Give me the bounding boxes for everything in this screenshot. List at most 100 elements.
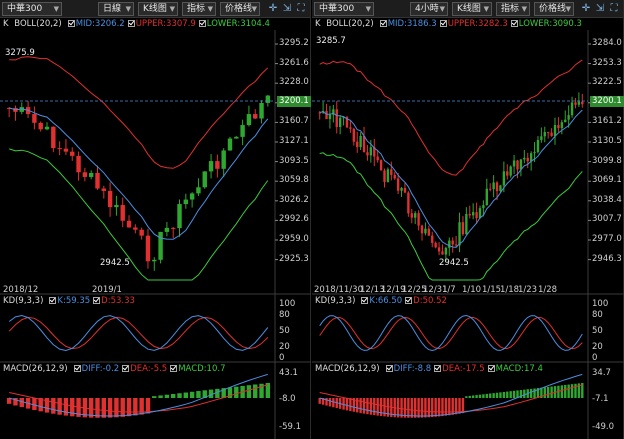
candle-body <box>221 150 226 169</box>
period-select[interactable]: 日線 ▼ <box>98 2 134 16</box>
candle-body <box>76 155 81 173</box>
macd-bar <box>461 398 465 414</box>
candle-body <box>444 247 448 255</box>
crosshair-icon[interactable]: ✛ <box>581 3 591 14</box>
macd-bar <box>63 398 69 416</box>
candle-body <box>475 212 478 219</box>
checkbox-icon[interactable] <box>434 365 442 372</box>
checkbox-icon[interactable] <box>67 20 75 27</box>
price-tick: 3130.5 <box>592 136 622 146</box>
candle-body <box>478 208 482 219</box>
price-line-select[interactable]: 价格线 ▼ <box>534 2 574 16</box>
macd-bar <box>471 395 475 398</box>
candle-body <box>386 169 390 182</box>
chart-type-select[interactable]: K线图 ▼ <box>138 2 178 16</box>
symbol-select[interactable]: 中華300 ▼ <box>314 2 374 16</box>
boll-lower-value: LOWER:3104.4 <box>206 19 270 29</box>
macd-tick: -7.1 <box>592 394 609 404</box>
macd-bar <box>417 398 420 418</box>
checkbox-icon[interactable] <box>122 365 130 372</box>
boll-mid-value: MID:3186.3 <box>387 19 437 29</box>
macd-bar <box>431 398 434 418</box>
kd-k-line <box>319 314 583 352</box>
macd-bar <box>478 394 482 398</box>
macd-bar <box>506 391 509 398</box>
macd-bar <box>133 398 138 416</box>
candle-body <box>332 109 335 115</box>
kd-d-value: D:53.33 <box>101 296 135 306</box>
macd-bar <box>44 398 50 413</box>
minimize-icon[interactable]: ⇲ <box>282 3 292 14</box>
candle-body <box>454 244 458 246</box>
crosshair-icon[interactable]: ✛ <box>268 3 278 14</box>
macd-bar <box>234 386 239 398</box>
macd-bar <box>458 398 461 414</box>
checkbox-icon[interactable] <box>127 20 135 27</box>
macd-bar <box>574 383 577 398</box>
symbol-select[interactable]: 中華300 ▼ <box>2 2 62 16</box>
indicator-select[interactable]: 指标 ▼ <box>182 2 216 16</box>
candle-body <box>57 148 62 150</box>
macd-bar <box>362 398 366 414</box>
macd-bar <box>318 398 321 404</box>
checkbox-icon[interactable] <box>73 365 81 372</box>
macd-bar <box>196 391 201 398</box>
checkbox-icon[interactable] <box>379 20 387 27</box>
chevron-down-icon: ▼ <box>565 5 571 13</box>
macd-bar <box>475 395 478 398</box>
candle-body <box>413 213 417 218</box>
candle-body <box>328 114 332 120</box>
checkbox-icon[interactable] <box>405 297 413 304</box>
macd-bar <box>437 398 441 417</box>
macd-bar <box>366 398 369 415</box>
candle-body <box>265 95 271 103</box>
checkbox-icon[interactable] <box>487 365 495 372</box>
checkbox-icon[interactable] <box>361 297 369 304</box>
price-tick: 3127.1 <box>279 136 309 146</box>
macd-bar <box>101 398 107 418</box>
indicator-select[interactable]: 指标 ▼ <box>496 2 530 16</box>
macd-tick: 34.7 <box>592 368 611 378</box>
macd-bar <box>581 383 584 398</box>
checkbox-icon[interactable] <box>198 20 206 27</box>
candle-body <box>373 147 376 157</box>
checkbox-icon[interactable] <box>385 365 393 372</box>
candlestick-chart[interactable] <box>0 0 311 439</box>
boll-legend: K BOLL(20,2) MID:3206.2 UPPER:3307.9 LOWER:… <box>3 19 270 30</box>
candlestick-chart[interactable] <box>312 0 624 439</box>
candle-body <box>400 188 403 191</box>
macd-bar <box>383 398 386 417</box>
minimize-icon[interactable]: ⇲ <box>595 3 605 14</box>
checkbox-icon[interactable] <box>170 365 178 372</box>
candle-body <box>253 114 258 119</box>
checkbox-icon[interactable] <box>510 20 518 27</box>
maximize-icon[interactable]: ⛶ <box>297 3 305 14</box>
candle-body <box>369 147 373 156</box>
candle-body <box>550 132 553 137</box>
kd-tick: 100 <box>592 299 609 309</box>
price-tick: 3295.2 <box>279 38 309 48</box>
macd-bar <box>32 398 37 411</box>
checkbox-icon[interactable] <box>93 297 101 304</box>
candle-body <box>215 161 220 169</box>
kd-label: KD(9,3,3) <box>3 296 44 306</box>
macd-bar <box>356 398 359 413</box>
macd-bar <box>465 396 468 398</box>
maximize-icon[interactable]: ⛶ <box>610 3 618 14</box>
chevron-down-icon: ▼ <box>483 5 489 13</box>
macd-bar <box>509 391 512 398</box>
macd-bar <box>482 394 485 398</box>
kd-tick: 50 <box>592 326 603 336</box>
macd-dea-value: DEA:-17.5 <box>442 364 485 374</box>
checkbox-icon[interactable] <box>49 297 57 304</box>
candle-body <box>183 199 189 205</box>
kd-label: KD(9,3,3) <box>315 296 356 306</box>
price-line-select[interactable]: 价格线 ▼ <box>220 2 260 16</box>
checkbox-icon[interactable] <box>439 20 447 27</box>
candle-body <box>234 136 239 139</box>
candle-body <box>189 193 195 200</box>
period-select[interactable]: 4小時 ▼ <box>410 2 448 16</box>
candle-body <box>88 172 94 177</box>
chart-type-select[interactable]: K线图 ▼ <box>452 2 492 16</box>
macd-bar <box>145 398 151 414</box>
